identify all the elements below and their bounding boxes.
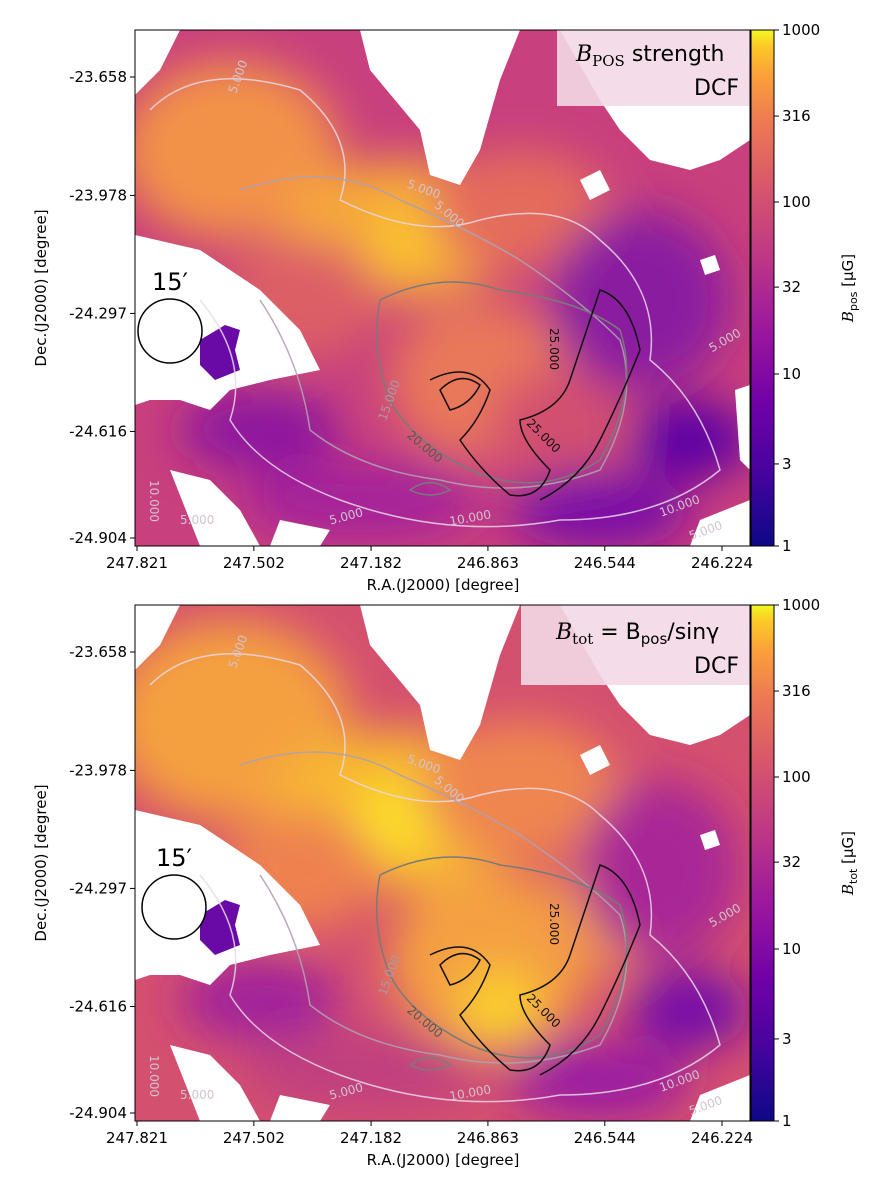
map-image-b [135,605,750,1121]
svg-text:Btot = Bpos/sinγ: Btot = Bpos/sinγ [555,620,719,648]
map-image-a [135,30,750,546]
colorbar-tick-label: 32 [782,278,801,296]
x-tick-label: 247.821 [106,554,168,572]
colorbar-b [750,604,775,1122]
x-tick-label: 246.863 [457,1129,519,1147]
beam-circle [137,298,203,364]
panel-label-a: BPOS strength DCF [575,42,739,101]
colorbar-tick-label: 100 [782,768,811,786]
colorbar-tick-label: 1 [782,537,792,555]
beam-b: 15′ [141,844,207,940]
y-tick-label: -24.297 [69,304,127,322]
y-ticks-a: -23.658 -23.978 -24.297 -24.616 -24.904 [69,68,135,547]
x-tick-label: 246.544 [574,1129,636,1147]
contour-label: 5.000 [180,513,214,527]
y-tick-label: -24.904 [69,529,127,547]
contour-label: 5.000 [180,1088,214,1102]
y-tick-label: -24.616 [69,422,127,440]
colorbar-tick-label: 1 [782,1112,792,1130]
x-tick-label: 246.224 [691,554,753,572]
beam-label: 15′ [152,268,188,296]
svg-text:BPOS strength: BPOS strength [575,42,725,70]
method-label: DCF [694,76,739,101]
colorbar-tick-label: 10 [782,940,801,958]
colorbar-a [750,29,775,547]
colorbar-tick-label: 1000 [782,21,820,39]
x-tick-label: 246.544 [574,554,636,572]
contour-label: 25.000 [547,903,561,945]
y-tick-label: -23.978 [69,761,127,779]
colorbar-label-a: Bpos [μG] [839,254,860,323]
y-axis-label-b: Dec.(J2000) [degree] [32,784,50,941]
colorbar-tick-label: 316 [782,682,811,700]
colorbar-tick-label: 1000 [782,596,820,614]
colorbar-label-b: Btot [μG] [839,831,860,896]
y-tick-label: -24.297 [69,879,127,897]
y-tick-label: -23.978 [69,186,127,204]
colorbar-ticks-a: 1000 316 100 32 10 3 1 [774,21,820,555]
contour-label: 25.000 [547,328,561,370]
x-axis-label-a: R.A.(J2000) [degree] [367,576,520,594]
colorbar-tick-label: 100 [782,193,811,211]
colorbar-tick-label: 10 [782,365,801,383]
colorbar-tick-label: 3 [782,1030,792,1048]
y-tick-label: -23.658 [69,68,127,86]
x-ticks-b: 247.821 247.502 247.182 246.863 246.544 246.2… [106,1121,753,1147]
y-axis-label-a: Dec.(J2000) [degree] [32,209,50,366]
x-tick-label: 246.863 [457,554,519,572]
colorbar-tick-label: 3 [782,455,792,473]
beam-label: 15′ [156,844,192,872]
method-label: DCF [694,654,739,679]
x-tick-label: 247.821 [106,1129,168,1147]
panel-label-b: Btot = Bpos/sinγ DCF [555,620,739,679]
y-tick-label: -23.658 [69,643,127,661]
x-ticks-a: 247.821 247.502 247.182 246.863 246.544 246.2… [106,546,753,572]
x-tick-label: 247.182 [340,1129,402,1147]
beam-circle [141,874,207,940]
x-tick-label: 246.224 [691,1129,753,1147]
x-tick-label: 247.502 [223,554,285,572]
panel-btot: 5.000 5.000 5.000 5.000 10.000 10.000 10… [32,596,860,1169]
y-tick-label: -24.904 [69,1104,127,1122]
colorbar-tick-label: 316 [782,107,811,125]
contour-label: 10.000 [147,1055,161,1097]
colorbar-ticks-b: 1000 316 100 32 10 3 1 [774,596,820,1130]
x-tick-label: 247.502 [223,1129,285,1147]
y-ticks-b: -23.658 -23.978 -24.297 -24.616 -24.904 [69,643,135,1122]
y-tick-label: -24.616 [69,997,127,1015]
x-tick-label: 247.182 [340,554,402,572]
beam-a: 15′ [137,268,203,364]
colorbar-tick-label: 32 [782,853,801,871]
panel-bpos: 5.000 5.000 5.000 5.000 10.000 10.000 10… [32,21,860,594]
contour-label: 10.000 [147,480,161,522]
x-axis-label-b: R.A.(J2000) [degree] [367,1151,520,1169]
